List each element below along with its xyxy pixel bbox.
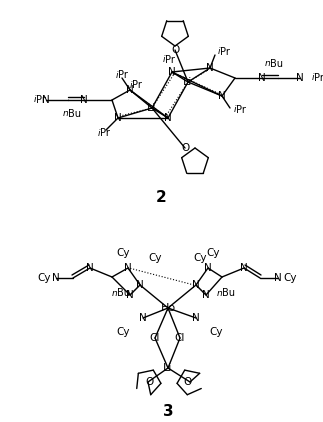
Text: N: N — [192, 313, 200, 323]
Text: Cy: Cy — [116, 327, 130, 337]
Text: Cy: Cy — [116, 248, 130, 258]
Text: Bu: Bu — [270, 59, 283, 69]
Text: N: N — [80, 95, 88, 105]
Text: Pr: Pr — [118, 70, 128, 80]
Text: Cy: Cy — [283, 273, 297, 283]
Text: N: N — [296, 73, 304, 83]
Text: O: O — [146, 377, 154, 387]
Text: N: N — [124, 263, 132, 273]
Text: N: N — [204, 263, 212, 273]
Text: i: i — [98, 129, 100, 138]
Text: N: N — [168, 67, 176, 77]
Text: i: i — [311, 73, 314, 82]
Text: N: N — [218, 91, 226, 101]
Text: N: N — [126, 85, 134, 95]
Text: Cl: Cl — [150, 333, 160, 343]
Text: Pr: Pr — [220, 47, 230, 57]
Text: O: O — [171, 45, 179, 55]
Text: Ho: Ho — [161, 303, 176, 313]
Text: N: N — [126, 290, 134, 300]
Text: 3: 3 — [163, 405, 173, 419]
Text: i: i — [234, 106, 236, 114]
Text: N: N — [258, 73, 266, 83]
Text: N: N — [139, 313, 147, 323]
Text: i: i — [217, 48, 220, 57]
Text: i: i — [130, 81, 132, 89]
Text: n: n — [62, 109, 68, 119]
Text: Cy: Cy — [148, 253, 162, 263]
Text: n: n — [216, 289, 222, 298]
Text: N: N — [86, 263, 94, 273]
Text: i: i — [116, 70, 118, 79]
Text: Cl: Cl — [175, 333, 185, 343]
Text: i: i — [34, 95, 36, 105]
Text: Cy: Cy — [206, 248, 220, 258]
Text: N: N — [240, 263, 248, 273]
Text: Li: Li — [163, 363, 173, 373]
Text: N: N — [42, 95, 50, 105]
Text: N: N — [202, 290, 210, 300]
Text: Pr: Pr — [36, 95, 46, 105]
Text: O: O — [184, 377, 192, 387]
Text: Cy: Cy — [209, 327, 223, 337]
Text: Bu: Bu — [222, 288, 235, 298]
Text: Pr: Pr — [100, 128, 110, 138]
Text: n: n — [111, 289, 117, 298]
Text: 2: 2 — [156, 190, 166, 206]
Text: N: N — [164, 113, 172, 123]
Text: Li: Li — [183, 77, 193, 87]
Text: Bu: Bu — [117, 288, 130, 298]
Text: Pr: Pr — [132, 80, 142, 90]
Text: Li: Li — [147, 103, 157, 113]
Text: Pr: Pr — [165, 55, 175, 65]
Text: Pr: Pr — [314, 73, 323, 83]
Text: i: i — [162, 56, 165, 65]
Text: N: N — [274, 273, 282, 283]
Text: Cy: Cy — [193, 253, 207, 263]
Text: N: N — [114, 113, 122, 123]
Text: n: n — [264, 60, 270, 68]
Text: N: N — [52, 273, 60, 283]
Text: N: N — [136, 280, 144, 290]
Text: O: O — [181, 143, 189, 153]
Text: N: N — [206, 63, 214, 73]
Text: Cy: Cy — [37, 273, 51, 283]
Text: N: N — [192, 280, 200, 290]
Text: Pr: Pr — [236, 105, 246, 115]
Text: Bu: Bu — [68, 109, 81, 119]
